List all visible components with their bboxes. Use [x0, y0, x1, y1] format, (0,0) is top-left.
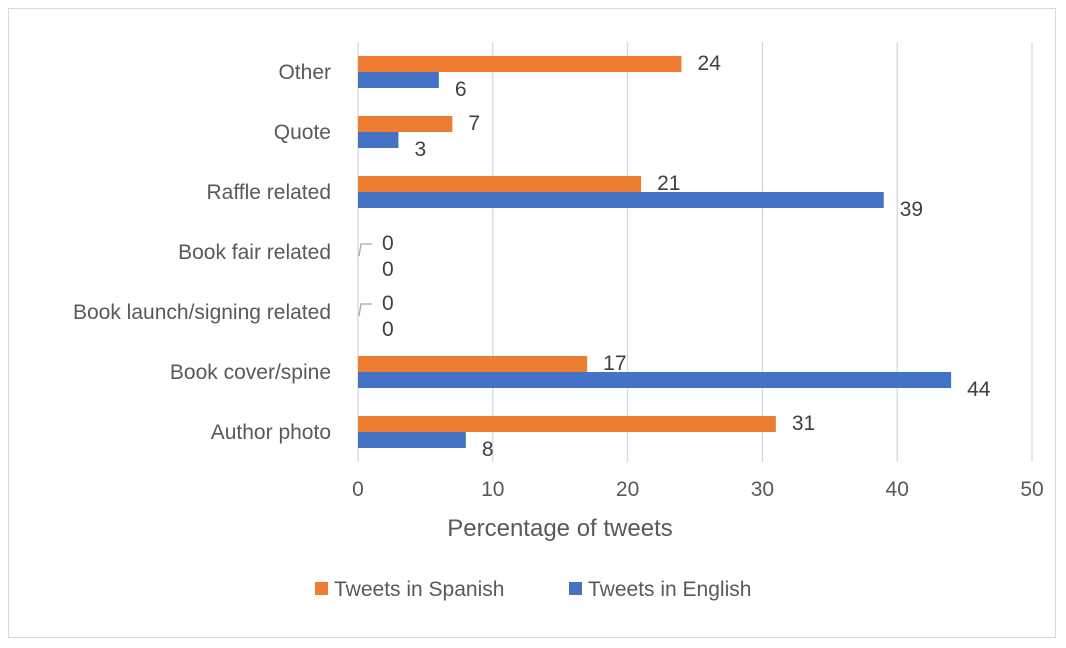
y-tick-label: Book fair related	[178, 241, 331, 264]
x-axis-tick-labels: 0 10 20 30 40 50	[352, 478, 1044, 501]
data-label: 8	[482, 438, 494, 461]
bar-spanish	[358, 356, 588, 372]
data-label: 6	[455, 78, 467, 101]
y-tick-label: Other	[278, 61, 331, 84]
data-label: 17	[603, 352, 626, 375]
data-label: 39	[900, 198, 923, 221]
legend-label: Tweets in English	[588, 578, 751, 601]
leader-line	[358, 243, 372, 257]
x-tick-label: 50	[1020, 478, 1043, 501]
legend-swatch-english	[569, 582, 582, 595]
x-axis-title: Percentage of tweets	[447, 515, 672, 542]
bar-english	[358, 192, 884, 208]
bar-english	[358, 132, 399, 148]
legend-label: Tweets in Spanish	[334, 578, 504, 601]
bars	[358, 56, 952, 448]
y-tick-label: Author photo	[211, 421, 331, 444]
x-tick-label: 30	[751, 478, 774, 501]
data-label: 24	[698, 52, 722, 75]
x-tick-label: 20	[616, 478, 639, 501]
data-label: 3	[414, 138, 426, 161]
leader-line	[358, 303, 372, 317]
data-label: 0	[382, 318, 394, 341]
bar-english	[358, 372, 952, 388]
x-tick-label: 10	[481, 478, 504, 501]
bar-english	[358, 72, 439, 88]
y-tick-label: Book launch/signing related	[73, 301, 331, 324]
gridlines	[357, 42, 1033, 462]
data-label: 31	[792, 412, 815, 435]
y-axis-tick-labels: Other Quote Raffle related Book fair relate…	[73, 61, 331, 444]
bar-spanish	[358, 176, 642, 192]
data-labels: 24 67 3 21 39 0 0 0 0 17 44 31 8	[358, 52, 991, 461]
bar-spanish	[358, 416, 776, 432]
legend-swatch-spanish	[315, 582, 328, 595]
y-tick-label: Book cover/spine	[170, 361, 331, 384]
data-label: 0	[382, 258, 394, 281]
bar-spanish	[358, 56, 682, 72]
data-label: 0	[382, 232, 394, 255]
legend: Tweets in Spanish Tweets in English	[315, 578, 751, 601]
y-tick-label: Raffle related	[206, 181, 331, 204]
x-tick-label: 0	[352, 478, 364, 501]
data-label: 21	[657, 172, 680, 195]
x-tick-label: 40	[886, 478, 909, 501]
bar-spanish	[358, 116, 453, 132]
bar-english	[358, 432, 466, 448]
y-tick-label: Quote	[274, 121, 331, 144]
data-label: 0	[382, 292, 394, 315]
data-label: 44	[967, 378, 991, 401]
data-label: 7	[468, 112, 480, 135]
chart-frame	[8, 8, 1056, 638]
